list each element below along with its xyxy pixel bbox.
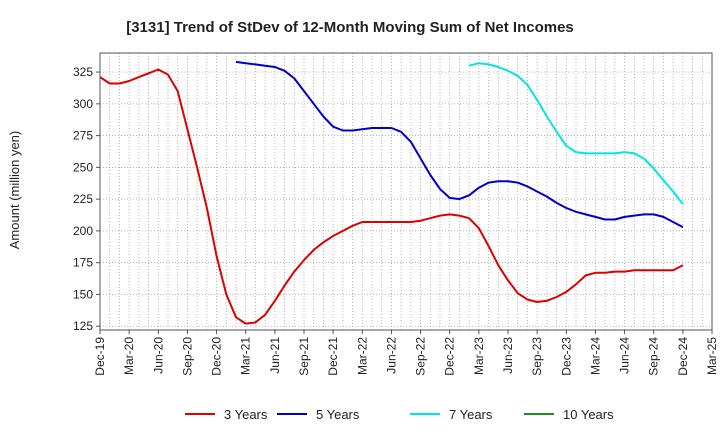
x-tick-label: Mar-22 xyxy=(355,337,369,375)
x-tick-label: Sep-24 xyxy=(647,337,661,376)
y-tick-label: 300 xyxy=(73,97,93,111)
x-tick-label: Mar-24 xyxy=(588,337,602,375)
x-tick-label: Mar-23 xyxy=(472,337,486,375)
x-tick-label: Mar-25 xyxy=(705,337,719,375)
y-tick-label: 250 xyxy=(73,160,93,174)
y-tick-label: 175 xyxy=(73,256,93,270)
legend-label: 7 Years xyxy=(449,407,493,422)
y-axis-label: Amount (million yen) xyxy=(7,131,22,250)
x-tick-label: Mar-21 xyxy=(239,337,253,375)
x-tick-label: Dec-22 xyxy=(443,337,457,376)
x-tick-label: Dec-23 xyxy=(559,337,573,376)
x-tick-label: Mar-20 xyxy=(122,337,136,375)
y-tick-label: 200 xyxy=(73,224,93,238)
x-tick-label: Dec-21 xyxy=(326,337,340,376)
y-tick-label: 225 xyxy=(73,192,93,206)
y-tick-label: 150 xyxy=(73,287,93,301)
x-tick-label: Dec-20 xyxy=(210,337,224,376)
x-axis-ticks: Dec-19 Mar-20 Jun-20 Sep-20 Dec-20 Mar-21 Jun-… xyxy=(93,330,719,376)
legend-label: 10 Years xyxy=(563,407,614,422)
x-tick-label: Jun-23 xyxy=(501,337,515,374)
y-tick-label: 275 xyxy=(73,129,93,143)
x-tick-label: Sep-23 xyxy=(530,337,544,376)
chart-title: [3131] Trend of StDev of 12-Month Moving… xyxy=(126,19,574,36)
x-tick-label: Sep-21 xyxy=(297,337,311,376)
x-tick-label: Jun-24 xyxy=(618,337,632,374)
plot-frame xyxy=(99,52,713,331)
legend-label: 5 Years xyxy=(316,407,360,422)
y-axis-ticks: 125 150 175 200 225 250 275 300 325 xyxy=(73,65,100,333)
grid xyxy=(99,53,713,330)
x-tick-label: Sep-22 xyxy=(414,337,428,376)
y-tick-label: 125 xyxy=(73,319,93,333)
x-tick-label: Sep-20 xyxy=(180,337,194,376)
x-tick-label: Jun-22 xyxy=(384,337,398,374)
legend: 3 Years 5 Years 7 Years 10 Years xyxy=(185,407,614,422)
x-tick-label: Jun-21 xyxy=(268,337,282,374)
series-line-3-years xyxy=(99,68,684,325)
series-lines xyxy=(99,60,684,325)
legend-label: 3 Years xyxy=(224,407,268,422)
x-tick-label: Jun-20 xyxy=(151,337,165,374)
y-tick-label: 325 xyxy=(73,65,93,79)
series-line-5-years xyxy=(235,60,684,228)
x-tick-label: Dec-24 xyxy=(676,337,690,376)
x-tick-label: Dec-19 xyxy=(93,337,107,376)
series-line-7-years xyxy=(468,62,684,205)
